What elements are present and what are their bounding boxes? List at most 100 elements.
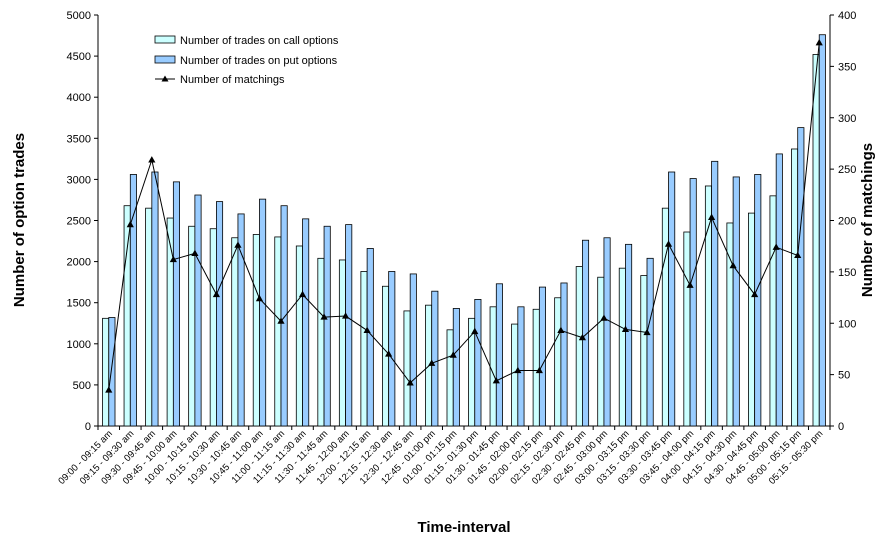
bar-put-17 [474,299,482,427]
bar-call-12 [360,271,368,427]
matchings-point-0 [105,386,113,393]
bar-call-2 [145,207,153,427]
bar-series-group [97,34,831,430]
bar-put-25 [646,257,654,427]
matchings-point-31 [772,243,780,250]
matchings-point-28 [707,213,716,221]
bar-put-21 [560,282,568,427]
matchings-point-8 [277,317,285,324]
bar-put-14 [409,273,417,427]
matchings-point-30 [751,290,759,298]
bar-call-5 [209,228,217,427]
bar-put-3 [172,181,180,427]
bar-call-33 [812,54,820,427]
x-axis-title: Time-interval [417,519,510,536]
bar-call-10 [317,257,325,427]
bar-call-24 [618,267,626,427]
bar-call-19 [511,323,519,427]
bar-put-7 [259,198,267,427]
left-tick-label: 2500 [67,216,91,228]
matchings-point-27 [686,281,694,288]
left-tick-label: 2000 [67,257,91,269]
bar-put-19 [517,306,525,427]
matchings-point-17 [471,327,479,335]
matchings-point-1 [126,220,134,228]
bar-call-31 [769,195,777,427]
matchings-line [108,42,820,391]
left-tick-label: 3500 [67,133,91,145]
matchings-point-4 [191,249,199,256]
matchings-point-23 [600,314,608,321]
matchings-point-6 [234,241,242,248]
left-axis-title: Number of option trades [11,133,28,307]
matchings-point-11 [341,312,350,319]
matchings-point-20 [535,366,543,374]
legend-label-matchings: Number of matchings [180,74,285,86]
bar-put-12 [366,248,374,427]
bar-call-27 [683,231,691,427]
bar-put-1 [129,174,137,427]
bar-call-11 [338,259,346,427]
bar-call-8 [274,236,282,427]
left-tick-label: 500 [73,380,91,392]
bar-call-30 [748,212,756,427]
right-tick-label: 0 [838,421,844,433]
bar-call-22 [575,266,583,427]
legend-label-put: Number of trades on put options [180,55,338,67]
right-tick-label: 400 [838,10,856,22]
legend: Number of trades on call options Number … [154,35,339,86]
matchings-point-33 [815,38,823,46]
right-tick-label: 100 [838,318,856,330]
bar-put-33 [818,34,826,427]
bar-put-4 [194,194,202,427]
left-axis-ticks: 0 500 1000 1500 2000 2500 3000 3500 4000 4500 5000 [67,10,98,433]
bar-call-25 [640,275,648,427]
bar-put-28 [711,160,719,427]
matchings-point-5 [212,290,221,298]
right-axis-title: Number of matchings [859,143,876,297]
legend-marker-matchings [161,75,169,82]
matchings-point-24 [621,325,630,333]
bar-call-16 [446,329,454,427]
bar-put-16 [452,308,460,427]
legend-label-call: Number of trades on call options [180,35,339,47]
bar-put-13 [388,271,396,427]
bar-call-0 [102,317,110,427]
bar-put-6 [237,213,245,427]
bar-call-32 [791,148,799,427]
bar-put-29 [732,176,740,427]
matchings-point-7 [255,294,264,302]
matchings-point-13 [385,350,393,357]
right-tick-label: 50 [838,370,850,382]
bar-call-1 [123,205,131,427]
bar-call-7 [252,234,260,427]
legend-swatch-call [154,35,176,44]
matchings-point-9 [298,290,307,298]
matchings-line-group [105,38,823,393]
right-tick-label: 200 [838,216,856,228]
matchings-point-29 [729,261,737,269]
bar-put-2 [151,171,159,427]
matchings-point-26 [664,240,673,247]
bar-call-20 [532,308,540,427]
matchings-point-25 [643,328,651,336]
left-tick-label: 1500 [67,298,91,310]
left-tick-label: 3000 [67,174,91,186]
matchings-point-22 [578,333,587,341]
matchings-point-2 [148,156,156,163]
matchings-point-12 [363,326,371,334]
bar-put-31 [775,153,783,427]
legend-swatch-put [154,55,176,64]
left-tick-label: 4500 [67,51,91,63]
right-tick-label: 250 [838,164,856,176]
left-tick-label: 1000 [67,339,91,351]
bar-put-0 [108,317,116,427]
bar-put-10 [323,225,331,427]
bar-put-26 [668,171,676,427]
matchings-point-14 [406,379,414,386]
matchings-point-15 [428,359,436,366]
bar-put-5 [216,201,224,427]
bar-put-32 [797,127,805,427]
bar-put-22 [582,239,590,427]
